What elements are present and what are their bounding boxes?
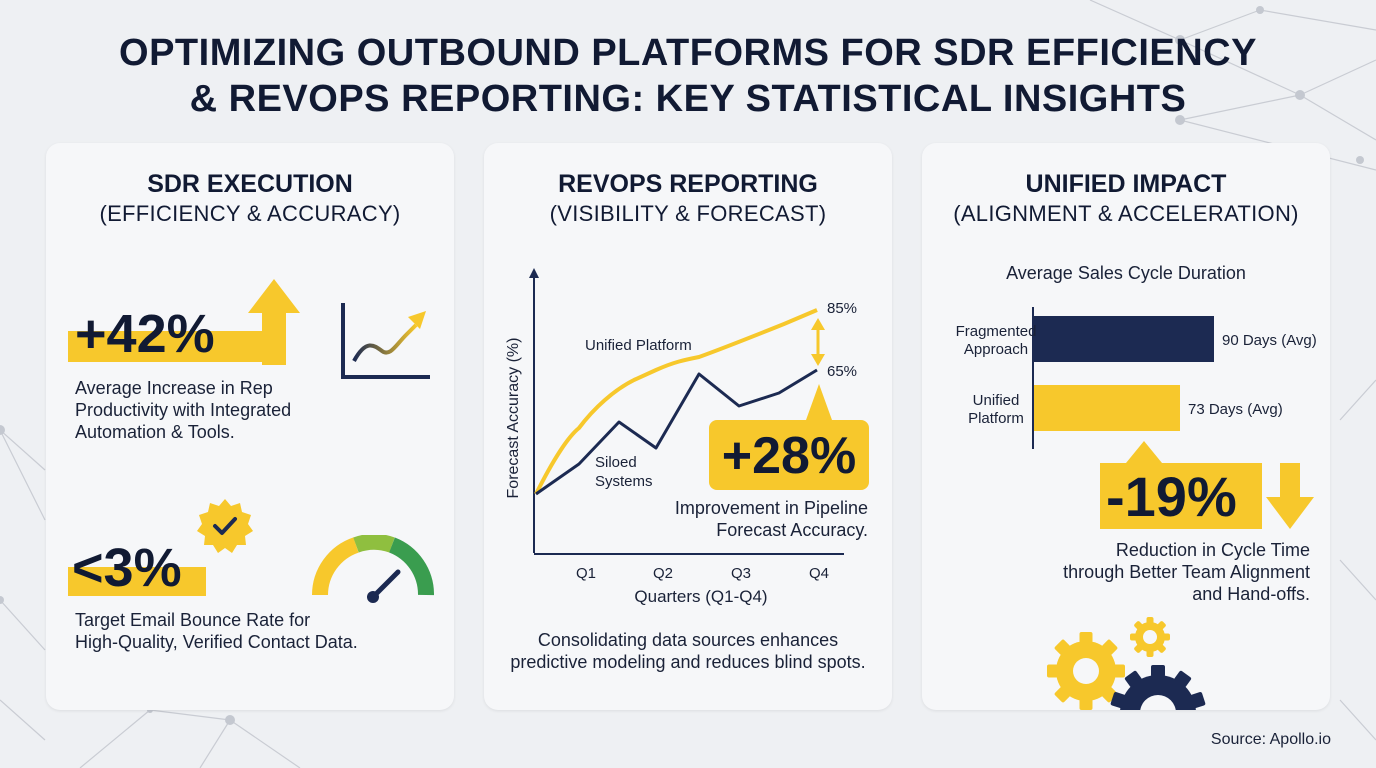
x-tick-label: Q4: [809, 565, 829, 582]
page-title-line-2: & REVOPS REPORTING: KEY STATISTICAL INSI…: [189, 78, 1187, 120]
end-label-siloed: 65%: [827, 363, 857, 380]
stat-28-desc-line: Forecast Accuracy.: [716, 520, 868, 540]
stat-3-value: <3%: [72, 538, 182, 598]
stat-42-desc-line: Automation & Tools.: [75, 422, 235, 442]
unified-impact-panel: UNIFIED IMPACT (ALIGNMENT & ACCELERATION…: [922, 143, 1330, 710]
gears-icon: [1047, 617, 1206, 710]
series-label-unified-platform: Unified Platform: [585, 337, 692, 354]
bar-value-label: 90 Days (Avg): [1222, 332, 1317, 349]
bar-category-label: Fragmented Approach: [956, 323, 1037, 358]
stat-28-description: Improvement in Pipeline Forecast Accurac…: [675, 497, 868, 541]
stat-3-highlight: [68, 567, 206, 596]
revops-reporting-panel: REVOPS REPORTING (VISIBILITY & FORECAST)…: [484, 143, 892, 710]
bar-value-label: 73 Days (Avg): [1188, 401, 1283, 418]
revops-footer-line: predictive modeling and reduces blind sp…: [510, 652, 866, 672]
x-tick-label: Q1: [576, 565, 596, 582]
stat-19-desc-line: through Better Team Alignment: [1063, 562, 1310, 582]
forecast-accuracy-line-chart: Forecast Accuracy (%) Quarters (Q1-Q4) Q…: [505, 268, 869, 606]
stat-42-highlight: [68, 331, 283, 362]
stat-19-desc-line: Reduction in Cycle Time: [1115, 540, 1310, 560]
callout-19-pointer: [1126, 441, 1162, 463]
badge-check-icon: [197, 499, 253, 553]
sdr-panel-heading: SDR EXECUTION: [147, 170, 353, 198]
bar-category-label: Unified Platform: [968, 392, 1024, 427]
series-line-unified-platform: [534, 308, 818, 495]
trend-chart-icon: [341, 303, 430, 379]
page-title-line-1: OPTIMIZING OUTBOUND PLATFORMS FOR SDR EF…: [119, 32, 1257, 74]
x-tick-label: Q2: [653, 565, 673, 582]
stat-42-value: +42%: [75, 304, 215, 364]
stat-3-desc-line: Target Email Bounce Rate for: [75, 610, 311, 630]
end-label-unified: 85%: [827, 300, 857, 317]
callout-28-box: [709, 420, 869, 490]
callout-28-pointer: [806, 384, 832, 420]
stat-28-desc-line: Improvement in Pipeline: [674, 498, 868, 518]
x-tick-label: Q3: [731, 565, 751, 582]
gauge-icon: [312, 535, 434, 603]
y-axis-arrowhead: [529, 268, 539, 278]
series-line-siloed-systems: [535, 368, 818, 496]
stat-3-desc-line: High-Quality, Verified Contact Data.: [75, 632, 358, 652]
y-axis-label: Forecast Accuracy (%): [505, 338, 522, 499]
revops-panel-header: REVOPS REPORTING (VISIBILITY & FORECAST): [484, 169, 892, 229]
stat-42-desc-line: Average Increase in Rep: [75, 378, 273, 398]
revops-panel-heading: REVOPS REPORTING: [558, 170, 818, 198]
stat-28-value: +28%: [722, 427, 856, 485]
sdr-panel-header: SDR EXECUTION (EFFICIENCY & ACCURACY): [46, 169, 454, 229]
unified-panel-subheading: (ALIGNMENT & ACCELERATION): [953, 201, 1299, 226]
revops-panel-subheading: (VISIBILITY & FORECAST): [549, 201, 827, 226]
stat-3-description: Target Email Bounce Rate for High-Qualit…: [75, 609, 358, 653]
x-axis-label: Quarters (Q1-Q4): [634, 587, 767, 606]
stat-19-value: -19%: [1106, 465, 1237, 528]
sales-cycle-bar-chart: Average Sales Cycle Duration 90 Days (Av…: [956, 263, 1317, 449]
unified-panel-heading: UNIFIED IMPACT: [1025, 170, 1227, 198]
bar: [1034, 316, 1214, 362]
sdr-panel-subheading: (EFFICIENCY & ACCURACY): [99, 201, 401, 226]
revops-footer-line: Consolidating data sources enhances: [537, 630, 839, 650]
page-title: OPTIMIZING OUTBOUND PLATFORMS FOR SDR EF…: [0, 30, 1376, 122]
up-arrow-icon: [248, 279, 300, 365]
sdr-execution-panel: SDR EXECUTION (EFFICIENCY & ACCURACY) +4…: [46, 143, 454, 710]
stat-19-desc-line: and Hand-offs.: [1192, 584, 1310, 604]
stat-42-desc-line: Productivity with Integrated: [75, 400, 292, 420]
gap-double-arrow: [811, 318, 825, 366]
source-citation: Source: Apollo.io: [1210, 731, 1331, 748]
unified-panel-header: UNIFIED IMPACT (ALIGNMENT & ACCELERATION…: [922, 169, 1330, 229]
revops-footer-note: Consolidating data sources enhances pred…: [484, 629, 892, 673]
series-label-siloed-systems: Siloed Systems: [595, 454, 653, 490]
stat-19-description: Reduction in Cycle Time through Better T…: [1063, 539, 1310, 605]
bar-chart-title: Average Sales Cycle Duration: [1006, 263, 1246, 283]
stat-42-description: Average Increase in Rep Productivity wit…: [75, 377, 291, 443]
callout-19-box: [1100, 463, 1262, 529]
down-arrow-icon: [1266, 463, 1314, 529]
bar: [1034, 385, 1180, 431]
